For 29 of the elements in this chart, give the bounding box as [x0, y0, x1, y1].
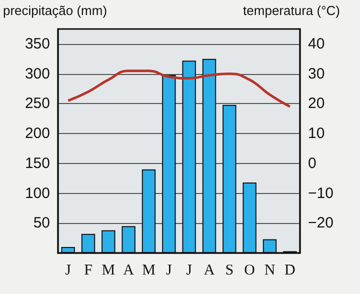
y-axis-title: precipitação (mm) [3, 3, 108, 18]
y-tick-label: 150 [24, 154, 50, 172]
y2-axis-title: temperatura (°C) [243, 3, 340, 18]
x-tick-label: A [204, 262, 215, 278]
x-tick-label: J [166, 262, 172, 278]
y-tick-label: 100 [24, 184, 50, 202]
x-tick-label: J [65, 262, 72, 278]
y-tick-label: 300 [24, 65, 50, 82]
x-tick-label: O [244, 262, 256, 278]
x-tick-label: F [84, 262, 92, 278]
x-tick-label: M [102, 262, 116, 278]
x-tick-label: D [284, 262, 296, 278]
y-tick-label: 50 [33, 214, 50, 232]
line-series [66, 70, 292, 108]
y-tick-label: 350 [24, 35, 50, 52]
x-tick-label: M [142, 262, 156, 278]
y2-tick-label: 10 [308, 125, 325, 142]
x-tick-label: J [186, 262, 192, 278]
y-tick-label: 250 [24, 95, 50, 112]
y2-tick-label: 0 [308, 154, 316, 172]
x-tick-label: A [123, 262, 134, 278]
y2-tick-label: 20 [308, 95, 325, 112]
y2-tick-label: 40 [308, 35, 325, 52]
y2-tick-label: −20 [308, 214, 334, 232]
y2-tick-label: 30 [308, 65, 325, 82]
x-tick-label: N [264, 262, 276, 278]
y2-tick-label: −10 [308, 184, 334, 202]
y-tick-label: 200 [24, 125, 50, 142]
x-tick-label: S [225, 262, 234, 278]
